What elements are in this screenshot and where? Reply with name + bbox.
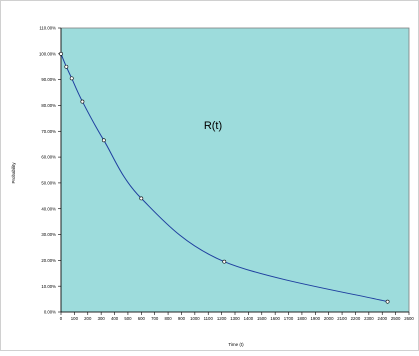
- data-point: [59, 51, 63, 56]
- y-tick-label: 0.00%: [44, 310, 56, 315]
- y-tick-label: 70.00%: [41, 129, 56, 134]
- y-tick-label: 80.00%: [41, 103, 56, 108]
- x-tick-label: 2000: [324, 316, 334, 321]
- x-tick-label: 500: [124, 316, 132, 321]
- x-tick-label: 1800: [297, 316, 307, 321]
- x-tick-label: 1600: [270, 316, 280, 321]
- x-tick-label: 1900: [311, 316, 321, 321]
- x-tick-label: 900: [178, 316, 186, 321]
- data-point: [101, 138, 106, 143]
- x-tick-label: 2100: [337, 316, 347, 321]
- x-tick-label: 2600: [404, 316, 414, 321]
- x-tick-label: 1200: [217, 316, 227, 321]
- y-tick-label: 100.00%: [39, 51, 56, 56]
- data-point: [64, 64, 69, 69]
- x-tick-label: 2400: [377, 316, 387, 321]
- data-point: [222, 259, 227, 264]
- x-tick-label: 1300: [230, 316, 240, 321]
- data-point: [385, 299, 390, 304]
- x-tick-label: 800: [164, 316, 172, 321]
- plot-area: [60, 27, 410, 313]
- x-tick-label: 400: [111, 316, 119, 321]
- x-tick-label: 700: [151, 316, 159, 321]
- x-tick-label: 200: [84, 316, 92, 321]
- x-tick-label: 100: [71, 316, 79, 321]
- x-tick-label: 1500: [257, 316, 267, 321]
- x-tick-label: 2200: [351, 316, 361, 321]
- x-tick-label: 0: [60, 316, 63, 321]
- x-tick-label: 600: [138, 316, 146, 321]
- y-tick-label: 60.00%: [41, 155, 56, 160]
- x-tick-label: 1700: [284, 316, 294, 321]
- data-point: [80, 99, 85, 104]
- data-markers: [59, 51, 390, 304]
- y-tick-label: 20.00%: [41, 258, 56, 263]
- x-tick-label: 300: [98, 316, 106, 321]
- x-tick-label: 1100: [204, 316, 214, 321]
- x-tick-label: 2300: [364, 316, 374, 321]
- x-tick-label: 1400: [244, 316, 254, 321]
- axes: 0.00% 10.00% 20.00% 30.00% 40.00% 50.00% 60.00…: [39, 26, 414, 321]
- data-point: [139, 196, 144, 201]
- y-tick-label: 10.00%: [41, 284, 56, 289]
- data-point: [69, 76, 74, 81]
- y-tick-label: 30.00%: [41, 232, 56, 237]
- y-tick-label: 110.00%: [39, 26, 56, 31]
- x-tick-label: 1000: [190, 316, 200, 321]
- curve-annotation: R(t): [204, 120, 222, 132]
- y-tick-label: 90.00%: [41, 77, 56, 82]
- y-tick-label: 40.00%: [41, 206, 56, 211]
- x-axis-label: Time (t): [228, 342, 244, 347]
- y-tick-label: 50.00%: [41, 181, 56, 186]
- y-axis-label: Probability: [11, 162, 16, 184]
- x-tick-label: 2500: [391, 316, 401, 321]
